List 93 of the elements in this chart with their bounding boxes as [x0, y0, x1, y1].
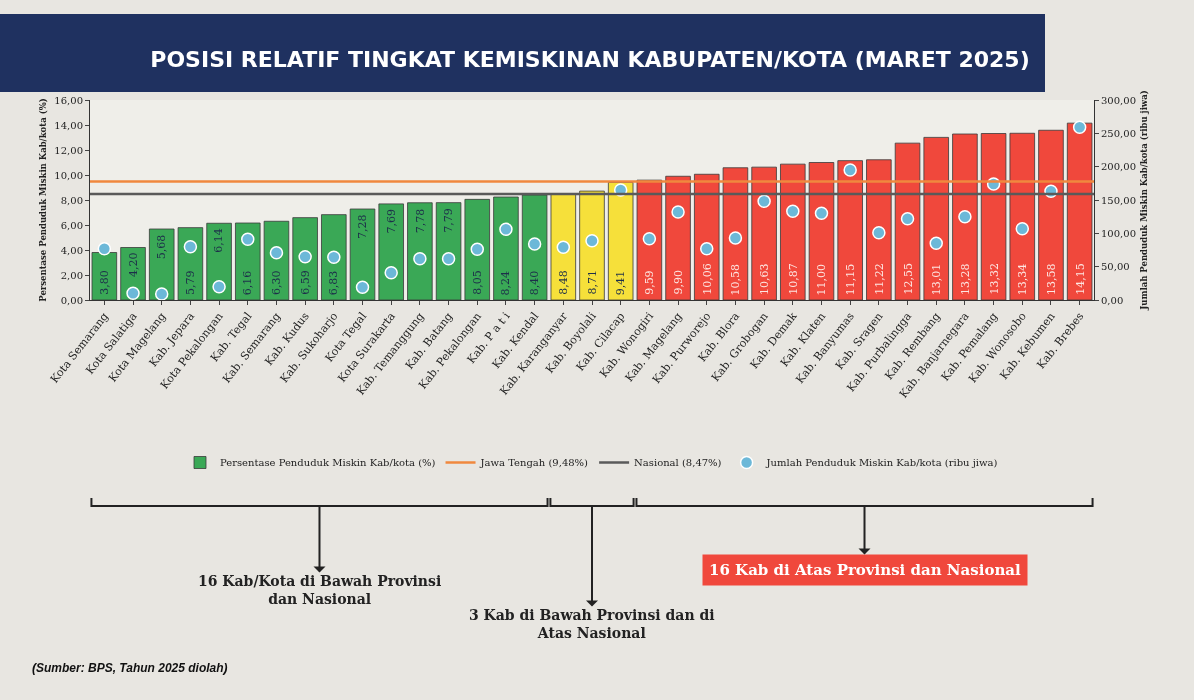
data-label: 6,16 — [241, 270, 255, 296]
y2-tick-label: 300,00 — [1101, 94, 1136, 106]
legend-label: Nasional (8,47%) — [634, 457, 722, 469]
point — [872, 225, 886, 240]
point — [470, 242, 485, 257]
y-tick-label: 2,00 — [60, 269, 83, 281]
point — [126, 286, 140, 301]
point — [384, 265, 398, 280]
legend-label: Persentase Penduduk Miskin Kab/kota (%) — [220, 457, 436, 469]
data-label: 13,34 — [1016, 263, 1030, 296]
data-label: 14,15 — [1073, 263, 1087, 295]
point — [355, 280, 370, 295]
data-label: 8,24 — [499, 270, 513, 296]
point — [556, 240, 571, 255]
data-label: 11,22 — [872, 263, 886, 295]
point — [642, 231, 657, 246]
data-label: 9,41 — [614, 270, 628, 296]
point — [843, 163, 857, 177]
data-label: 11,15 — [844, 263, 858, 296]
y2-tick-label: 0,00 — [1101, 294, 1124, 306]
data-label: 8,48 — [556, 270, 570, 295]
y2-tick-label: 150,00 — [1101, 194, 1136, 206]
data-label: 13,28 — [958, 263, 972, 295]
point — [327, 250, 341, 265]
point — [757, 194, 771, 209]
data-label: 5,79 — [183, 270, 197, 295]
data-label: 7,78 — [413, 208, 427, 234]
text: 16 Kab di Atas Provinsi dan Nasional — [709, 561, 1022, 579]
point — [298, 249, 312, 264]
y-tick-label: 12,00 — [54, 144, 83, 156]
point — [154, 287, 169, 301]
point — [1015, 221, 1030, 236]
data-label: 7,69 — [384, 209, 398, 234]
y-tick-label: 0,00 — [60, 294, 83, 306]
data-label: 7,79 — [442, 208, 456, 233]
y2-tick-label: 200,00 — [1101, 161, 1136, 173]
data-label: 12,55 — [901, 263, 915, 295]
point — [212, 279, 226, 294]
point — [700, 241, 714, 256]
point — [441, 251, 456, 266]
data-label: 6,30 — [269, 270, 283, 295]
text: 16 Kab/Kota di Bawah Provinsi dan Nasional — [198, 573, 442, 608]
point — [241, 232, 255, 247]
data-label: 6,59 — [298, 270, 312, 295]
y-tick-label: 14,00 — [54, 119, 83, 131]
data-label: 7,28 — [356, 214, 370, 240]
data-label: 9,90 — [671, 270, 685, 295]
legend-label: Jumlah Penduduk Miskin Kab/kota (ribu jiwa) — [765, 457, 998, 469]
y-tick-label: 6,00 — [60, 219, 83, 231]
point — [671, 205, 685, 219]
y-tick-label: 10,00 — [54, 169, 83, 181]
point — [413, 251, 427, 266]
point — [786, 204, 800, 219]
data-label: 10,06 — [700, 263, 714, 295]
data-label: 10,58 — [729, 263, 743, 296]
data-label: 4,20 — [127, 252, 141, 278]
y-tick-label: 4,00 — [60, 244, 83, 256]
data-label: 3,80 — [97, 270, 111, 295]
data-label: 8,40 — [528, 270, 542, 296]
point — [527, 237, 542, 251]
point — [269, 245, 284, 260]
point — [900, 211, 915, 226]
y-tick-label: 16,00 — [54, 94, 83, 106]
data-label: 11,00 — [815, 263, 829, 296]
chart-title: POSISI RELATIF TINGKAT KEMISKINAN KABUPATEN/KOTA (MARET 2025) — [149, 45, 1031, 74]
data-label: 6,14 — [212, 228, 226, 253]
text: 3 Kab di Bawah Provinsi dan di Atas Nasional — [469, 607, 715, 642]
data-label: 13,01 — [930, 263, 944, 296]
data-label: 10,63 — [758, 263, 772, 296]
y2-tick-label: 50,00 — [1101, 261, 1130, 273]
data-label: 13,58 — [1044, 263, 1058, 295]
point — [814, 206, 829, 221]
data-label: 8,05 — [470, 270, 484, 295]
data-label: 13,32 — [987, 263, 1001, 295]
y2-tick-label: 250,00 — [1101, 127, 1136, 139]
data-label: 5,68 — [155, 234, 169, 260]
y-axis-title: Persentase Penduduk Miskin Kab/kota (%) — [37, 98, 48, 302]
point — [499, 222, 513, 237]
point — [728, 231, 743, 245]
data-label: 9,59 — [642, 270, 656, 295]
point — [97, 241, 112, 256]
y2-tick-label: 100,00 — [1101, 227, 1136, 239]
y-tick-label: 8,00 — [60, 194, 83, 206]
data-label: 8,71 — [585, 270, 599, 295]
data-label: 10,87 — [786, 263, 800, 295]
point — [929, 236, 943, 251]
data-label: 6,83 — [327, 270, 341, 296]
point — [1072, 120, 1087, 135]
point — [585, 233, 599, 248]
point — [183, 239, 198, 254]
text: (Sumber: BPS, Tahun 2025 diolah) — [32, 661, 228, 675]
y2-axis-title: Jumlah Penduduk Miskin Kab/kota (ribu jiwa) — [1139, 90, 1150, 311]
point — [958, 209, 972, 224]
